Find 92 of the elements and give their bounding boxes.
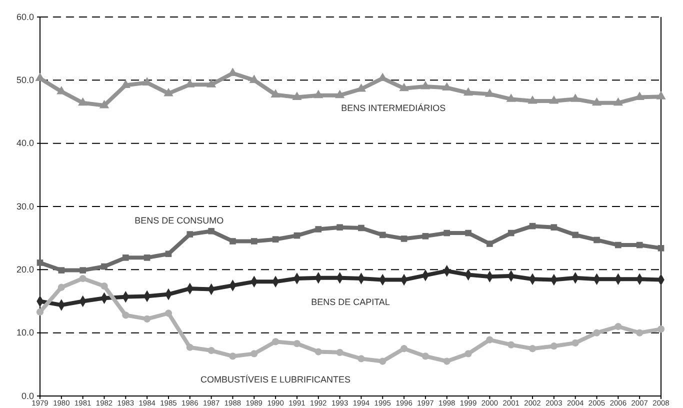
point <box>528 345 536 352</box>
series-label: BENS INTERMEDIÁRIOS <box>341 103 446 114</box>
point <box>593 329 600 336</box>
point <box>636 242 643 248</box>
point <box>550 342 558 350</box>
y-tick-label: 30.0 <box>16 201 34 212</box>
y-tick-label: 0.0 <box>21 390 34 401</box>
point <box>528 95 538 104</box>
series-label: COMBUSTÍVEIS E LUBRIFICANTES <box>200 374 351 385</box>
point <box>506 94 516 102</box>
point <box>549 95 559 104</box>
point <box>615 242 622 248</box>
point <box>79 274 86 282</box>
point <box>250 238 258 244</box>
point <box>229 352 236 360</box>
point <box>100 282 108 290</box>
point <box>292 92 302 100</box>
point <box>230 238 236 244</box>
point <box>336 348 344 356</box>
point <box>294 232 300 239</box>
point <box>314 90 324 98</box>
y-tick-label: 20.0 <box>16 264 34 275</box>
point <box>249 74 259 83</box>
point <box>122 254 129 261</box>
point <box>508 341 515 348</box>
point <box>636 329 644 336</box>
point <box>572 232 579 238</box>
point <box>36 308 44 316</box>
point <box>508 230 514 236</box>
point <box>358 355 365 362</box>
point <box>272 236 279 243</box>
point <box>484 88 494 97</box>
point <box>144 315 151 322</box>
point <box>206 79 216 88</box>
point <box>165 250 172 258</box>
series-label: BENS DE CAPITAL <box>311 297 390 308</box>
point <box>550 224 558 231</box>
point <box>464 350 472 358</box>
point <box>272 338 280 346</box>
y-tick-label: 40.0 <box>16 138 34 148</box>
series-label: BENS DE CONSUMO <box>134 216 224 226</box>
point <box>570 94 580 102</box>
point <box>657 325 665 333</box>
point <box>486 240 493 247</box>
point <box>80 267 86 274</box>
point <box>422 233 429 240</box>
point <box>656 91 666 100</box>
point <box>314 348 322 356</box>
point <box>208 346 215 354</box>
point <box>78 97 88 106</box>
point <box>315 226 322 232</box>
point <box>444 230 450 236</box>
point <box>336 224 343 231</box>
point <box>208 228 214 234</box>
point <box>529 222 536 230</box>
point <box>400 236 408 242</box>
point <box>420 80 430 90</box>
point <box>58 284 65 291</box>
point <box>614 322 622 330</box>
point <box>250 350 258 358</box>
point <box>144 254 150 261</box>
point <box>379 232 386 238</box>
point <box>400 345 408 352</box>
point <box>443 358 450 365</box>
point <box>422 352 430 360</box>
y-tick-label: 60.0 <box>16 12 34 22</box>
point <box>399 82 409 92</box>
y-tick-label: 10.0 <box>16 328 34 338</box>
y-tick-label: 50.0 <box>16 75 34 86</box>
point <box>379 358 386 365</box>
point <box>594 236 600 244</box>
point <box>334 90 345 98</box>
point <box>186 231 194 238</box>
point <box>120 80 130 88</box>
point <box>58 267 65 274</box>
point <box>465 230 472 236</box>
point <box>186 344 194 351</box>
point <box>164 310 172 317</box>
point <box>99 100 110 108</box>
point <box>36 260 44 266</box>
point <box>592 97 602 106</box>
point <box>358 224 364 232</box>
point <box>486 336 494 344</box>
point <box>613 97 623 106</box>
point <box>164 88 174 96</box>
point <box>658 245 664 252</box>
point <box>122 312 130 319</box>
point <box>101 263 108 270</box>
point <box>463 87 474 96</box>
point <box>270 89 280 98</box>
point <box>293 340 301 348</box>
point <box>572 339 579 346</box>
